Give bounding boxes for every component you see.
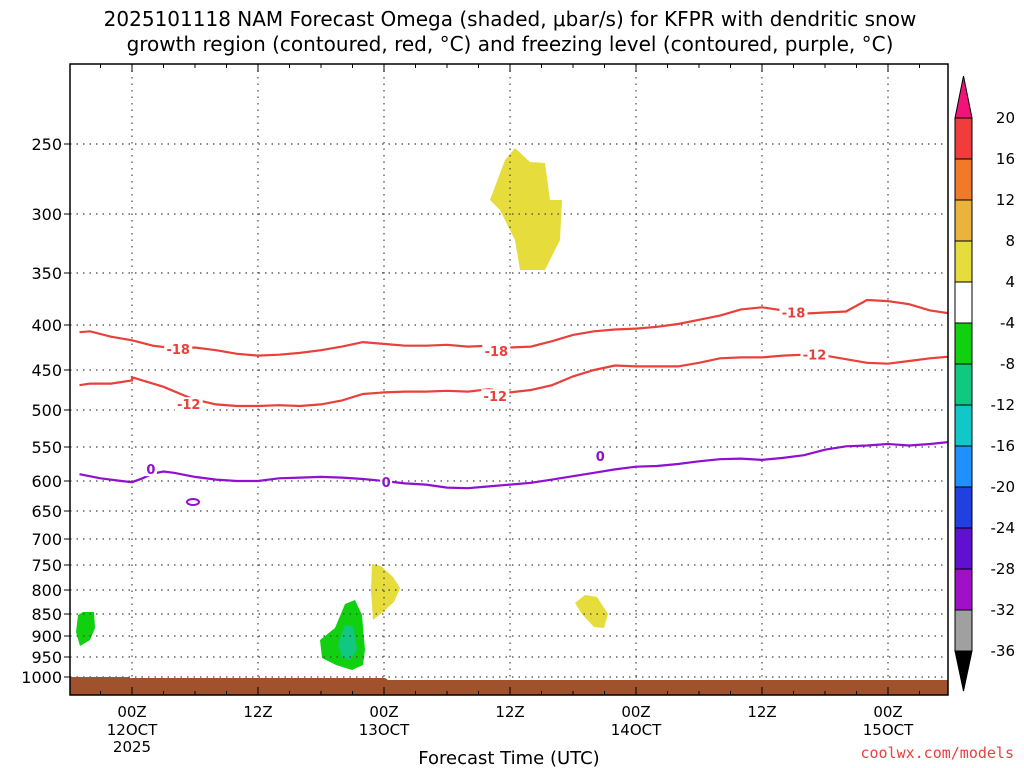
- colorbar: 20 16 12 8 4 -4 -8 -12 -16 -20 -24 -28 -32 -36: [954, 75, 1016, 692]
- x-tick-marks: [100, 64, 920, 695]
- colorbar-label-3: 8: [1005, 232, 1015, 250]
- colorbar-segment-7: [954, 404, 973, 447]
- y-tick-label-800: 800: [31, 581, 62, 600]
- x-tick-date-0: 12OCT: [107, 721, 158, 739]
- x-tick-date-24: 13OCT: [359, 721, 410, 739]
- chart-title-line1: 2025101118 NAM Forecast Omega (shaded, μ…: [104, 7, 917, 31]
- freezing-level-small-loop: [186, 498, 200, 506]
- contour-label-2-0: 0: [146, 463, 155, 478]
- y-tick-label-250: 250: [31, 135, 62, 154]
- colorbar-segment-12: [954, 609, 973, 652]
- contour-label-1-2: -12: [803, 349, 827, 364]
- colorbar-label-9: -20: [991, 478, 1016, 496]
- x-tick-label-0: 00Z: [117, 703, 146, 721]
- x-tick-label-12: 12Z: [243, 703, 272, 721]
- colorbar-segment-10: [954, 527, 973, 570]
- colorbar-label-13: -36: [991, 642, 1016, 660]
- y-tick-label-500: 500: [31, 401, 62, 420]
- colorbar-segment-5: [954, 322, 973, 365]
- y-tick-label-950: 950: [31, 648, 62, 667]
- x-tick-label-36: 12Z: [495, 703, 524, 721]
- omega-shading: [76, 148, 608, 670]
- credit-text: coolwx.com/models: [860, 744, 1014, 762]
- contour-layer: -18 -18 -18 -12 -12 -12 0 0 0: [79, 298, 948, 491]
- colorbar-segment-9: [954, 486, 973, 529]
- omega-cell-low-2: [575, 595, 608, 628]
- contour-label-bg: [594, 449, 607, 464]
- contour-label-2-2: 0: [596, 450, 605, 465]
- y-tick-label-300: 300: [31, 205, 62, 224]
- contour-label-bg: [800, 347, 829, 362]
- y-tick-label-850: 850: [31, 605, 62, 624]
- omega-cell-upper: [490, 148, 562, 270]
- colorbar-segment-3: [954, 240, 973, 283]
- colorbar-segment-1: [954, 158, 973, 201]
- contour-0: [79, 298, 948, 357]
- colorbar-segment-8: [954, 445, 973, 488]
- contour-label-0-1: -18: [485, 345, 509, 360]
- y-tick-label-350: 350: [31, 264, 62, 283]
- colorbar-segment-2: [954, 199, 973, 242]
- x-tick-date-48: 14OCT: [611, 721, 662, 739]
- terrain-surface: [70, 677, 948, 695]
- omega-cell-low-1: [371, 564, 400, 620]
- plot-frame: [69, 63, 949, 696]
- contour-label-bg: [482, 344, 511, 358]
- colorbar-label-4: 4: [1005, 273, 1015, 291]
- colorbar-label-6: -8: [1000, 355, 1015, 373]
- colorbar-label-1: 16: [996, 150, 1015, 168]
- y-tick-label-750: 750: [31, 556, 62, 575]
- contour-2: [79, 441, 948, 490]
- contour-label-bg: [481, 389, 510, 404]
- x-axis-label: Forecast Time (UTC): [418, 748, 599, 768]
- colorbar-bottom-arrow: [954, 650, 973, 692]
- colorbar-label-7: -12: [991, 396, 1016, 414]
- omega-cell-descent-1: [76, 612, 95, 646]
- colorbar-segment-4: [954, 281, 973, 324]
- contour-label-1-1: -12: [484, 390, 508, 405]
- x-tick-label-48: 00Z: [621, 703, 650, 721]
- contour-label-2-1: 0: [382, 476, 391, 491]
- y-axis-ticks: 250 300 350 400 450 500 550 600 650 700 750 800 850 9…: [21, 135, 70, 687]
- contour-label-bg: [779, 305, 808, 320]
- y-tick-label-450: 450: [31, 361, 62, 380]
- contour-label-0-0: -18: [166, 343, 190, 358]
- colorbar-segment-11: [954, 568, 973, 611]
- colorbar-label-11: -28: [991, 560, 1016, 578]
- contour-label-bg: [174, 397, 203, 412]
- colorbar-label-12: -32: [991, 601, 1016, 619]
- x-tick-date-72: 15OCT: [863, 721, 914, 739]
- y-tick-label-600: 600: [31, 472, 62, 491]
- colorbar-label-5: -4: [1000, 314, 1015, 332]
- y-tick-label-650: 650: [31, 502, 62, 521]
- colorbar-label-8: -16: [991, 437, 1016, 455]
- colorbar-top-arrow: [954, 75, 973, 119]
- y-tick-label-700: 700: [31, 530, 62, 549]
- x-tick-year-0: 2025: [113, 738, 151, 756]
- chart-title-line2: growth region (contoured, red, °C) and f…: [127, 32, 894, 56]
- y-tick-label-900: 900: [31, 627, 62, 646]
- contour-label-bg: [144, 462, 157, 477]
- y-tick-label-550: 550: [31, 438, 62, 457]
- x-tick-label-24: 00Z: [369, 703, 398, 721]
- colorbar-segment-6: [954, 363, 973, 406]
- plot-area: -18 -18 -18 -12 -12 -12 0 0 0: [70, 64, 948, 695]
- x-tick-label-60: 12Z: [747, 703, 776, 721]
- contour-label-0-2: -18: [782, 307, 806, 322]
- contour-label-1-0: -12: [177, 398, 201, 413]
- colorbar-segment-0: [954, 117, 973, 160]
- colorbar-label-0: 20: [996, 109, 1015, 127]
- omega-cell-descent-core: [338, 625, 357, 660]
- contour-label-bg: [164, 342, 193, 357]
- colorbar-label-10: -24: [991, 519, 1016, 537]
- time-gridlines: [131, 64, 889, 695]
- y-tick-label-1000: 1000: [21, 668, 62, 687]
- y-tick-label-400: 400: [31, 316, 62, 335]
- colorbar-label-2: 12: [996, 191, 1015, 209]
- x-tick-label-72: 00Z: [873, 703, 902, 721]
- contour-label-bg: [380, 474, 393, 489]
